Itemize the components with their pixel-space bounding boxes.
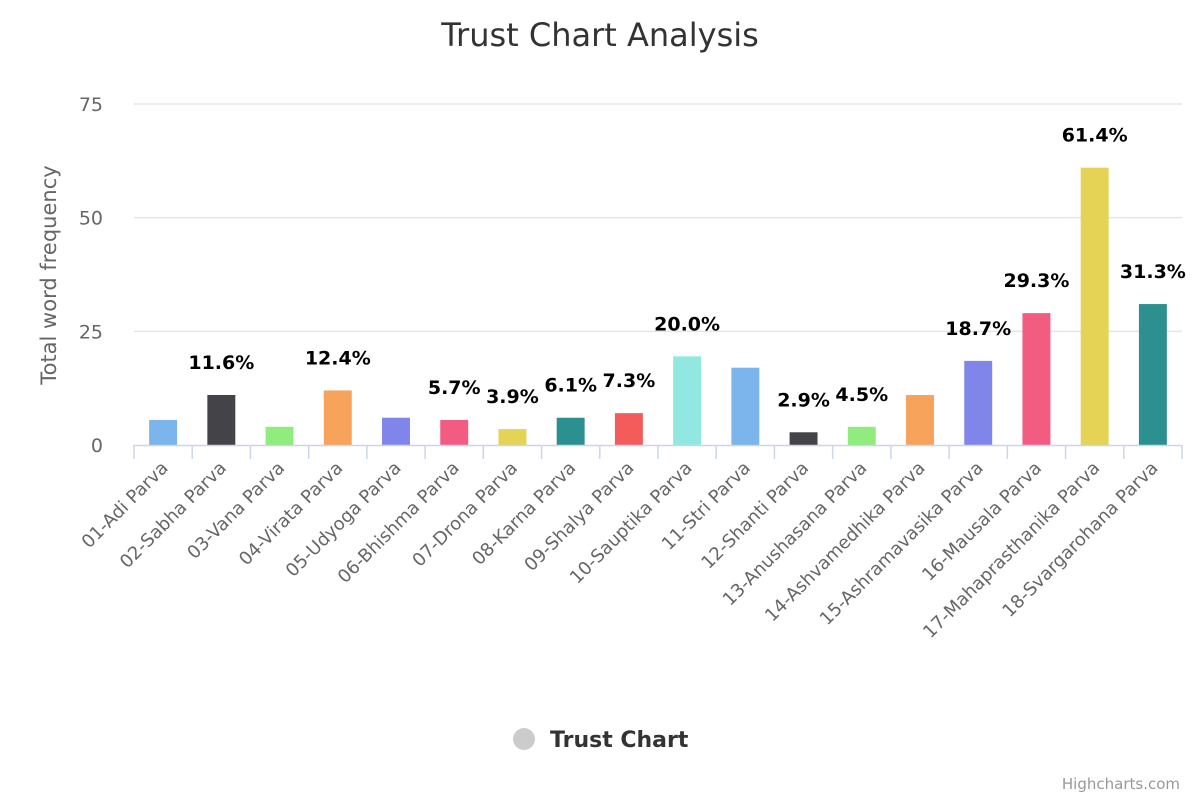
data-label: 18.7%: [945, 318, 1011, 340]
data-label: 20.0%: [654, 313, 720, 335]
bar[interactable]: [556, 417, 585, 445]
legend-item-label[interactable]: Trust Chart: [550, 728, 689, 753]
x-tick-label: 09-Shalya Parva: [520, 458, 638, 576]
bar[interactable]: [614, 413, 643, 445]
gridlines: [134, 103, 1182, 333]
data-label: 61.4%: [1062, 125, 1128, 147]
bar[interactable]: [382, 417, 410, 445]
bars: [149, 167, 1167, 446]
y-tick-label: 0: [91, 435, 103, 457]
bar[interactable]: [673, 356, 702, 445]
data-label: 6.1%: [544, 375, 597, 397]
data-label: 29.3%: [1003, 270, 1069, 292]
data-labels: 11.6% 12.4% 5.7% 3.9%6.1% 7.3% 20.0% 2.9% 4.5% 1…: [188, 125, 1185, 412]
bar[interactable]: [207, 394, 236, 445]
bar[interactable]: [498, 429, 527, 445]
bar[interactable]: [149, 419, 178, 445]
data-label: 5.7%: [428, 377, 481, 399]
bar[interactable]: [1138, 304, 1167, 445]
credits-link[interactable]: Highcharts.com: [1062, 775, 1180, 793]
data-label: 3.9%: [486, 386, 539, 408]
bar[interactable]: [323, 390, 352, 445]
y-axis-ticks: 0 25 50 75: [79, 94, 103, 457]
chart-title: Trust Chart Analysis: [440, 16, 759, 54]
x-tick-label: 02-Sabha Parva: [116, 458, 231, 573]
data-label: 2.9%: [777, 389, 830, 411]
bar[interactable]: [906, 394, 934, 445]
y-tick-label: 25: [79, 321, 103, 343]
data-label: 11.6%: [188, 352, 254, 374]
bar[interactable]: [789, 432, 818, 445]
data-label: 7.3%: [603, 370, 656, 392]
x-tick-label: 04-Virata Parva: [235, 458, 347, 570]
bar[interactable]: [1080, 167, 1109, 446]
x-tick-label: 12-Shanti Parva: [697, 458, 813, 574]
legend-marker: [513, 728, 535, 750]
y-tick-label: 50: [79, 208, 103, 230]
data-label: 31.3%: [1120, 261, 1186, 283]
bar[interactable]: [731, 367, 760, 445]
data-label: 12.4%: [305, 347, 371, 369]
bar[interactable]: [440, 419, 469, 445]
legend[interactable]: Trust Chart: [513, 728, 689, 753]
bar[interactable]: [1022, 313, 1051, 445]
data-label: 4.5%: [835, 384, 888, 406]
y-tick-label: 75: [79, 94, 103, 116]
bar[interactable]: [964, 360, 993, 445]
x-tick-label: 07-Drona Parva: [408, 458, 522, 572]
y-axis-label: Total word frequency: [37, 165, 61, 385]
x-tick-label: 08-Karna Parva: [468, 458, 580, 570]
bar[interactable]: [847, 426, 876, 445]
bar[interactable]: [265, 426, 294, 445]
